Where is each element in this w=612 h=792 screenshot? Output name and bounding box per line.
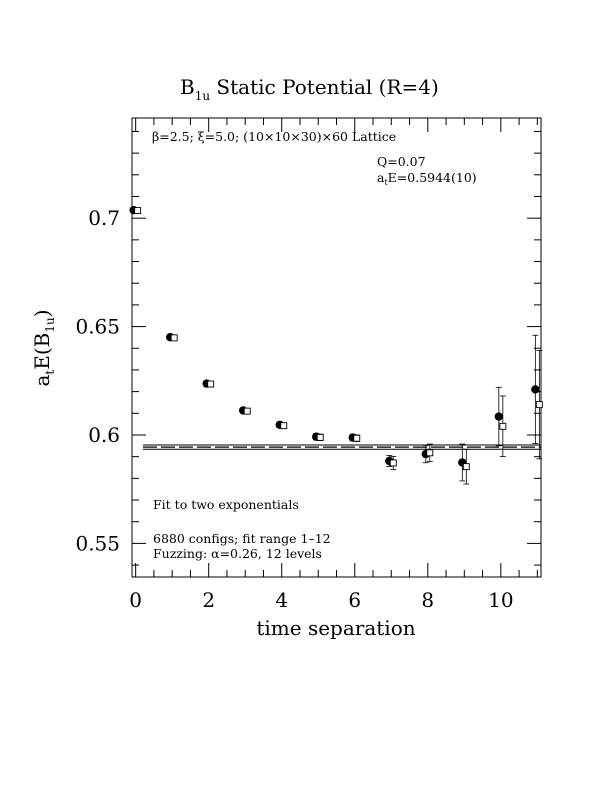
fit-annotation: Fit to two exponentials (153, 497, 299, 512)
y-tick-label: 0.55 (75, 531, 120, 555)
data-point-square (426, 449, 434, 457)
x-tick-labels: 0 2 4 6 8 10 (129, 588, 513, 612)
y-tick-label: 0.6 (88, 423, 120, 447)
chart-title: B1u Static Potential (R=4) (180, 75, 439, 103)
x-tick-label: 10 (488, 588, 513, 612)
x-tick-label: 8 (421, 588, 434, 612)
y-tick-labels: 0.55 0.6 0.65 0.7 (75, 206, 120, 555)
x-tick-label: 2 (202, 588, 215, 612)
data-point-square (499, 422, 507, 430)
y-tick-label: 0.7 (88, 206, 120, 230)
y-axis-label: atE(B1u) (30, 309, 57, 386)
data-point-square (316, 433, 324, 441)
axis-ticks (132, 118, 541, 577)
data-series (129, 205, 543, 485)
x-axis-label: time separation (256, 616, 415, 640)
data-point-circle (531, 385, 540, 394)
data-point-square (280, 422, 288, 430)
fuzzing-annotation: Fuzzing: α=0.26, 12 levels (153, 546, 322, 561)
data-point-circle (494, 412, 504, 421)
data-point-square (462, 463, 470, 471)
x-tick-label: 6 (348, 588, 361, 612)
lattice-annotation: β=2.5; ξ=5.0; (10×10×30)×60 Lattice (152, 129, 396, 144)
energy-annotation: atE=0.5944(10) (377, 170, 477, 187)
fit-band (142, 444, 541, 450)
x-tick-label: 4 (275, 588, 288, 612)
data-point-square (134, 207, 142, 215)
data-point-square (207, 380, 215, 388)
data-point-square (389, 459, 397, 467)
data-point-square (535, 401, 543, 409)
data-point-square (353, 434, 361, 442)
configs-annotation: 6880 configs; fit range 1–12 (153, 531, 331, 546)
data-point-square (243, 407, 251, 415)
y-tick-label: 0.65 (75, 315, 120, 339)
data-point-square (170, 334, 178, 342)
x-tick-label: 0 (129, 588, 142, 612)
q-annotation: Q=0.07 (377, 154, 426, 169)
